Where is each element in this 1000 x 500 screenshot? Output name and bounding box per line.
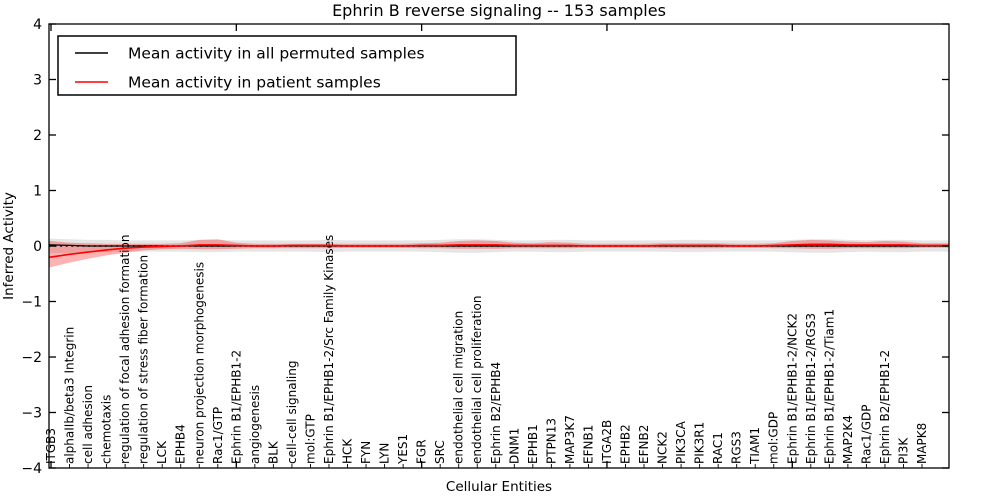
- x-tick-label: EPHB2: [619, 424, 633, 464]
- x-tick-label: PI3K: [897, 437, 911, 464]
- x-tick-label: mol:GTP: [303, 414, 317, 464]
- x-tick-label: TIAM1: [748, 427, 762, 465]
- x-tick-label: RGS3: [730, 431, 744, 464]
- x-tick-label: LCK: [155, 440, 169, 464]
- x-tick-label: cell adhesion: [81, 385, 95, 464]
- x-tick-label: RAC1: [711, 432, 725, 464]
- x-tick-label: angiogenesis: [248, 385, 262, 464]
- chart-title: Ephrin B reverse signaling -- 153 sample…: [332, 1, 666, 20]
- legend-entry-label: Mean activity in all permuted samples: [128, 45, 425, 63]
- y-tick-label: 1: [33, 184, 42, 200]
- legend-entry-label: Mean activity in patient samples: [128, 74, 381, 92]
- y-axis-label: Inferred Activity: [1, 192, 17, 300]
- legend-box: [57, 35, 517, 96]
- x-tick-label: endothelial cell proliferation: [470, 296, 484, 464]
- x-tick-label: PTPN13: [544, 418, 558, 464]
- x-tick-label: SRC: [433, 440, 447, 464]
- x-tick-label: alphaIIb/beta3 Integrin: [63, 327, 77, 464]
- x-tick-label: Ephrin B1/EPHB1-2/Tiam1: [822, 309, 836, 464]
- x-tick-label: regulation of stress fiber formation: [137, 255, 151, 464]
- x-tick-label: NCK2: [656, 431, 670, 464]
- x-tick-label: Rac1/GTP: [211, 407, 225, 464]
- x-tick-label: YES1: [396, 434, 410, 465]
- x-tick-label: LYN: [378, 443, 392, 464]
- x-axis-label: Cellular Entities: [446, 479, 552, 495]
- x-tick-label: MAP3K7: [563, 415, 577, 464]
- x-tick-label: Ephrin B1/EPHB1-2/NCK2: [785, 313, 799, 464]
- x-tick-label: MAPK8: [915, 423, 929, 464]
- x-tick-labels: ITGB3 alphaIIb/beta3 Integrin cell adhesio…: [44, 235, 929, 465]
- y-tick-label: 4: [33, 17, 42, 33]
- x-tick-label: FYN: [359, 441, 373, 464]
- x-tick-label: EFNB1: [581, 425, 595, 464]
- x-tick-label: endothelial cell migration: [452, 311, 466, 464]
- x-tick-label: regulation of focal adhesion formation: [118, 235, 132, 464]
- legend: Mean activity in all permuted samples Mea…: [57, 35, 517, 96]
- x-tick-label: ITGA2B: [600, 420, 614, 464]
- x-tick-label: FGR: [415, 439, 429, 464]
- x-tick-label: Ephrin B2/EPHB4: [489, 362, 503, 464]
- x-tick-label: MAP2K4: [841, 415, 855, 464]
- x-tick-label: DNM1: [507, 428, 521, 464]
- x-tick-label: ITGB3: [44, 428, 58, 464]
- x-tick-label: Ephrin B1/EPHB1-2/RGS3: [804, 313, 818, 464]
- y-tick-label: −2: [21, 350, 42, 366]
- x-axis-ticks: [50, 24, 923, 468]
- x-tick-label: EPHB4: [174, 424, 188, 464]
- y-tick-label: 2: [33, 128, 42, 144]
- x-tick-label: Ephrin B1/EPHB1-2/Src Family Kinases: [322, 235, 336, 464]
- x-tick-label: Ephrin B1/EPHB1-2: [229, 350, 243, 464]
- x-tick-label: PIK3R1: [693, 422, 707, 464]
- y-axis: 4 3 2 1 0 −1 −2 −3 −4: [21, 17, 949, 477]
- x-tick-label: EFNB2: [637, 425, 651, 464]
- x-tick-label: PIK3CA: [674, 420, 688, 464]
- x-tick-label: Rac1/GDP: [859, 405, 873, 464]
- x-tick-label: chemotaxis: [100, 395, 114, 464]
- x-tick-label: EPHB1: [526, 424, 540, 464]
- y-tick-label: −3: [21, 406, 42, 422]
- y-tick-label: −4: [21, 461, 42, 477]
- y-tick-label: 3: [33, 73, 42, 89]
- patient-mean-line: [49, 243, 949, 258]
- x-tick-label: cell-cell signaling: [285, 361, 299, 465]
- x-tick-label: neuron projection morphogenesis: [192, 262, 206, 464]
- x-tick-label: HCK: [341, 438, 355, 464]
- y-tick-label: 0: [33, 239, 42, 255]
- x-tick-label: BLK: [266, 440, 280, 464]
- y-tick-label: −1: [21, 295, 42, 311]
- x-tick-label: mol:GDP: [767, 412, 781, 464]
- x-tick-label: Ephrin B2/EPHB1-2: [878, 350, 892, 464]
